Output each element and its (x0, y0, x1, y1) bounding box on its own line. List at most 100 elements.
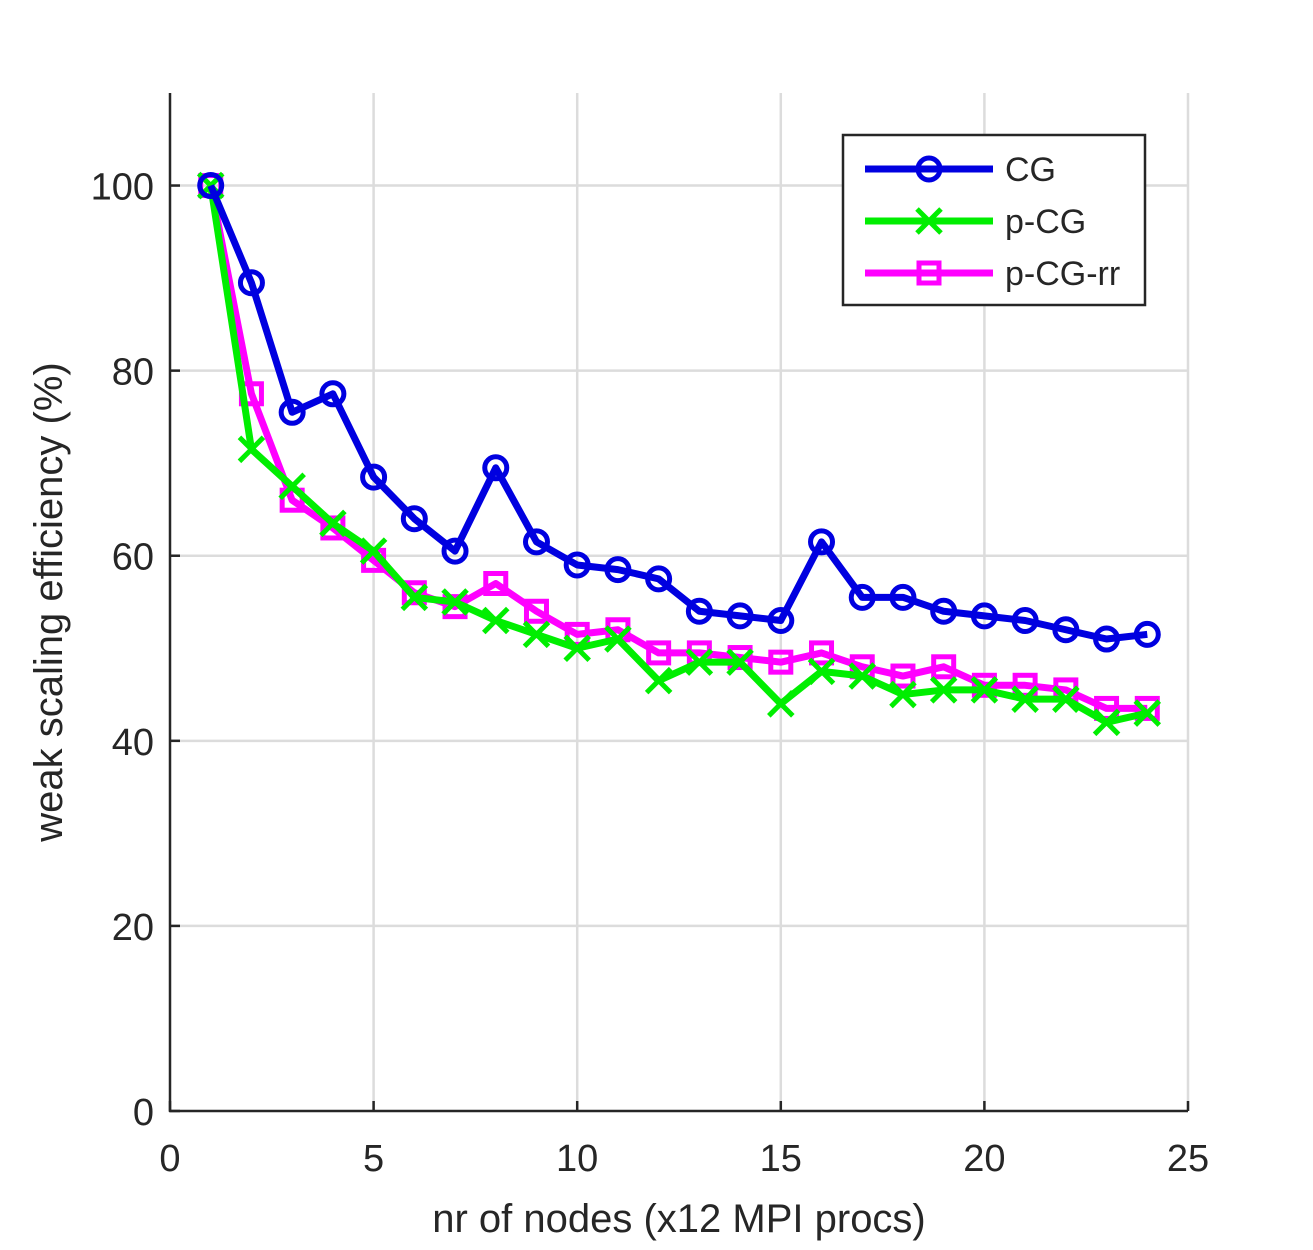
legend-marker-p-cg (915, 207, 943, 235)
y-axis-label: weak scaling efficiency (%) (27, 362, 71, 842)
data-point-cg (441, 537, 469, 565)
x-marker-stroke (278, 472, 306, 501)
y-tick-label: 0 (133, 1092, 154, 1134)
data-point-cg (360, 463, 388, 491)
y-tick-label: 20 (112, 907, 154, 949)
data-point-cg (970, 602, 998, 630)
y-tick-label: 60 (112, 537, 154, 579)
legend-label-p-cg-rr: p-CG-rr (1005, 255, 1120, 293)
x-axis-label: nr of nodes (x12 MPI procs) (432, 1197, 926, 1241)
data-point-p-cg (929, 676, 958, 704)
data-point-p-cg (400, 583, 429, 612)
x-tick-label: 0 (159, 1138, 180, 1180)
x-marker-stroke (441, 588, 469, 616)
data-point-p-cg-rr (727, 645, 753, 671)
data-point-p-cg (278, 472, 306, 501)
x-marker-stroke (237, 435, 266, 464)
data-point-p-cg (1052, 685, 1080, 713)
data-point-cg (1093, 625, 1121, 653)
data-point-p-cg (1011, 685, 1039, 713)
data-point-cg (563, 551, 591, 579)
x-marker-stroke (1052, 685, 1080, 713)
data-point-cg (767, 607, 795, 635)
x-marker-stroke (522, 620, 551, 649)
data-point-cg (482, 454, 510, 482)
y-tick-label: 80 (112, 352, 154, 394)
data-point-cg (237, 269, 265, 297)
data-point-p-cg (319, 509, 347, 538)
data-point-cg (645, 565, 673, 593)
series-p-cg (196, 171, 1162, 737)
x-marker-stroke (848, 662, 877, 690)
data-point-p-cg-rr (401, 580, 427, 606)
data-point-p-cg (441, 588, 469, 616)
x-marker-stroke (1133, 699, 1162, 727)
data-point-p-cg-rr (483, 570, 509, 596)
data-point-p-cg (767, 690, 795, 718)
series-layer (196, 171, 1162, 737)
data-point-p-cg-rr (931, 654, 957, 680)
data-point-p-cg-rr (971, 672, 997, 698)
data-point-p-cg-rr (1012, 672, 1038, 698)
tick-labels: 0 5 10 15 20 25 0 20 40 60 80 100 (91, 167, 1210, 1180)
data-point-cg (522, 528, 550, 556)
data-point-cg (889, 583, 917, 611)
legend-label-cg: CG (1005, 151, 1056, 189)
legend-marker-cg (915, 155, 943, 183)
x-marker-stroke (481, 606, 510, 635)
legend-entry-cg: CG (865, 151, 1056, 189)
x-tick-label: 10 (556, 1138, 598, 1180)
legend-marker-p-cg-rr (916, 260, 942, 286)
data-point-p-cg (359, 537, 388, 565)
data-point-p-cg-rr (1134, 695, 1160, 721)
data-point-p-cg-rr (646, 640, 672, 666)
data-point-p-cg-rr (523, 598, 549, 624)
x-marker-stroke (1011, 685, 1039, 713)
data-point-p-cg (889, 680, 917, 709)
legend-entry-p-cg-rr: p-CG-rr (865, 255, 1120, 293)
data-point-p-cg-rr (564, 621, 590, 647)
data-point-p-cg (481, 606, 510, 635)
x-marker-stroke (319, 509, 347, 538)
data-point-p-cg (604, 625, 632, 653)
data-point-cg (1133, 620, 1161, 648)
data-point-p-cg (644, 666, 673, 695)
series-cg (197, 172, 1161, 653)
data-point-p-cg (1092, 708, 1121, 737)
data-point-p-cg-rr (768, 649, 794, 675)
data-point-cg (1011, 607, 1039, 635)
x-tick-label: 15 (760, 1138, 802, 1180)
x-marker-stroke (644, 666, 673, 695)
data-point-cg (400, 505, 428, 533)
y-tick-label: 40 (112, 722, 154, 764)
data-point-cg (197, 172, 225, 200)
data-point-cg (1052, 616, 1080, 644)
y-tick-label: 100 (91, 167, 154, 209)
data-point-p-cg (848, 662, 877, 690)
data-point-cg (604, 556, 632, 584)
data-point-p-cg (1133, 699, 1162, 727)
data-point-cg (319, 380, 347, 408)
x-tick-label: 20 (963, 1138, 1005, 1180)
legend: CG p-CG p-CG-rr (841, 133, 1147, 307)
series-line-cg (207, 184, 1148, 643)
x-marker-stroke (1092, 708, 1121, 737)
data-point-cg (848, 583, 876, 611)
legend-label-p-cg: p-CG (1005, 203, 1086, 241)
x-marker-stroke (970, 676, 999, 704)
x-marker-stroke (563, 634, 591, 663)
data-point-cg (808, 528, 836, 556)
x-marker-stroke (726, 648, 754, 676)
data-point-p-cg (237, 435, 266, 464)
data-point-cg (685, 597, 713, 625)
legend-entry-p-cg: p-CG (865, 203, 1086, 241)
x-marker-stroke (807, 657, 836, 686)
data-point-p-cg (685, 648, 714, 676)
x-marker-stroke (359, 537, 388, 565)
data-point-cg (278, 398, 306, 426)
x-marker-stroke (929, 676, 958, 704)
x-marker-stroke (889, 680, 917, 709)
axes (168, 93, 1190, 1113)
data-point-p-cg-rr (809, 640, 835, 666)
